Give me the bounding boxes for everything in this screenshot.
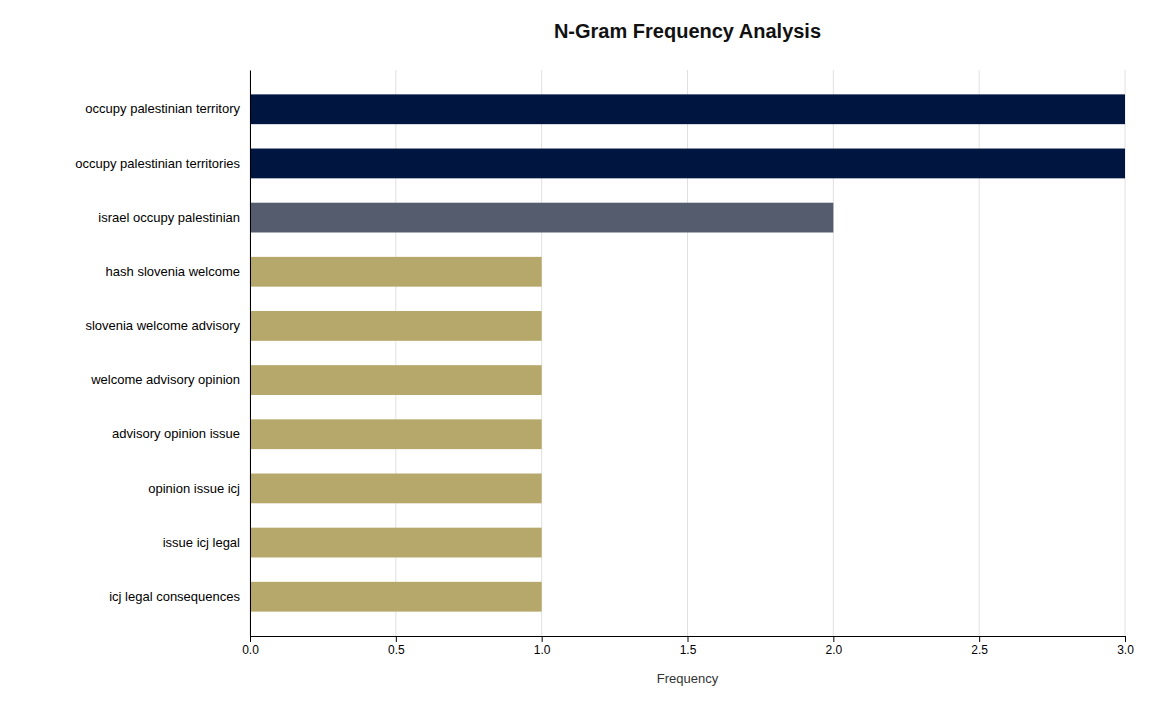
- tick: 1.5: [680, 636, 697, 657]
- tick-label: 0.0: [242, 643, 259, 657]
- grid-line: [250, 70, 251, 636]
- tick: 2.0: [825, 636, 842, 657]
- grid: [250, 70, 1125, 636]
- tick: 1.0: [534, 636, 551, 657]
- tick: 0.0: [242, 636, 259, 657]
- category-label: opinion issue icj: [148, 481, 240, 496]
- bar: [250, 149, 1125, 179]
- category-tick: icj legal consequences: [109, 589, 240, 604]
- bar: [250, 365, 542, 395]
- tick-label: 1.0: [534, 643, 551, 657]
- category-tick: welcome advisory opinion: [90, 372, 240, 387]
- category-label: occupy palestinian territories: [75, 156, 240, 171]
- category-tick: opinion issue icj: [148, 481, 240, 496]
- bar: [250, 528, 542, 558]
- category-label: israel occupy palestinian: [98, 210, 240, 225]
- category-label: hash slovenia welcome: [106, 264, 240, 279]
- category-tick: occupy palestinian territories: [75, 156, 240, 171]
- category-label: icj legal consequences: [109, 589, 240, 604]
- bar: [250, 94, 1125, 124]
- category-tick: advisory opinion issue: [112, 426, 240, 441]
- axis-title: Frequency: [657, 671, 719, 686]
- chart: 0.0 0.5 1.0 1.5 2.0 2.5 3.0 icj legal consequen…: [0, 0, 1165, 701]
- tick-label: 3.0: [1117, 643, 1134, 657]
- category-tick: slovenia welcome advisory: [85, 318, 240, 333]
- tick: 2.5: [971, 636, 988, 657]
- bar: [250, 582, 542, 612]
- bars: [250, 94, 1125, 611]
- tick-mark: [1125, 636, 1126, 642]
- category-tick: israel occupy palestinian: [98, 210, 240, 225]
- category-label: occupy palestinian territory: [85, 101, 240, 116]
- category-tick: hash slovenia welcome: [106, 264, 240, 279]
- value-axis: 0.0 0.5 1.0 1.5 2.0 2.5 3.0: [242, 636, 1134, 657]
- tick-mark: [542, 636, 543, 642]
- category-label: advisory opinion issue: [112, 426, 240, 441]
- tick-label: 2.0: [825, 643, 842, 657]
- tick-mark: [250, 636, 251, 642]
- category-tick: occupy palestinian territory: [85, 101, 240, 116]
- category-axis-line: [250, 71, 251, 637]
- plot-area: 0.0 0.5 1.0 1.5 2.0 2.5 3.0 icj legal consequen…: [75, 70, 1134, 657]
- category-label: slovenia welcome advisory: [85, 318, 240, 333]
- tick-mark: [833, 636, 834, 642]
- tick-mark: [688, 636, 689, 642]
- tick: 3.0: [1117, 636, 1134, 657]
- bar: [250, 419, 542, 449]
- tick-mark: [396, 636, 397, 642]
- category-axis: icj legal consequences issue icj legal opi…: [75, 71, 250, 637]
- category-tick: issue icj legal: [163, 535, 240, 550]
- bar: [250, 474, 542, 504]
- bar: [250, 257, 542, 287]
- category-label: issue icj legal: [163, 535, 240, 550]
- bar: [250, 311, 542, 341]
- tick-label: 0.5: [388, 643, 405, 657]
- tick: 0.5: [388, 636, 405, 657]
- category-label: welcome advisory opinion: [90, 372, 240, 387]
- tick-label: 1.5: [680, 643, 697, 657]
- bar: [250, 203, 833, 233]
- chart-title: N-Gram Frequency Analysis: [554, 20, 821, 42]
- tick-label: 2.5: [971, 643, 988, 657]
- value-axis-line: [251, 637, 1126, 643]
- tick-mark: [979, 636, 980, 642]
